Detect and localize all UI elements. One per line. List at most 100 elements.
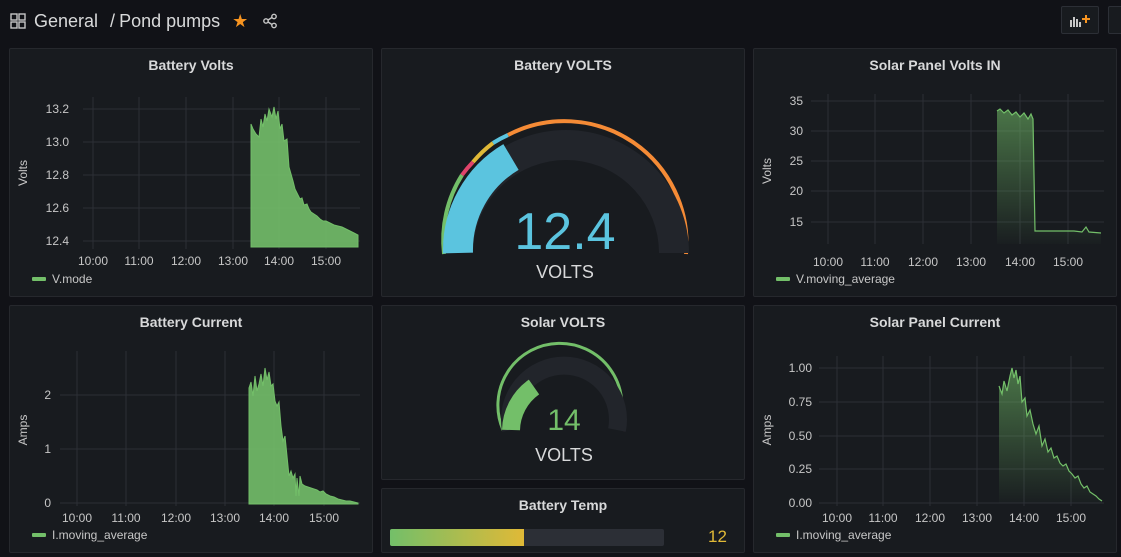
legend-label: V.moving_average xyxy=(796,272,895,286)
solar-panel-volts-chart: 35 30 25 20 15 Volts 10:00 11:00 12:00 1… xyxy=(760,94,1104,269)
gauge-value-arc xyxy=(442,144,520,254)
add-panel-button[interactable] xyxy=(1061,6,1099,34)
legend-item[interactable]: I.moving_average xyxy=(32,528,147,542)
add-panel-icon xyxy=(1070,15,1090,27)
y-axis-label: Amps xyxy=(760,415,774,446)
y-tick: 0 xyxy=(44,496,51,510)
solar-panel-volts-series xyxy=(996,108,1102,234)
x-tick: 13:00 xyxy=(218,254,248,268)
solar-panel-volts-panel: Solar Panel Volts IN 35 30 25 20 15 Volt… xyxy=(753,48,1117,297)
breadcrumb-folder[interactable]: General xyxy=(34,10,99,31)
legend-swatch xyxy=(776,277,790,281)
breadcrumb: General / Pond pumps ★ xyxy=(10,8,278,34)
y-tick: 20 xyxy=(790,184,804,198)
x-tick: 13:00 xyxy=(956,255,986,269)
legend-label: I.moving_average xyxy=(52,528,148,542)
dashboard-header: General / Pond pumps ★ xyxy=(0,0,1121,44)
x-tick: 11:00 xyxy=(860,255,889,269)
y-tick: 2 xyxy=(44,388,51,402)
solar-panel-current-panel: Solar Panel Current 1.00 0.75 0.50 0.25 … xyxy=(753,305,1117,553)
legend-swatch xyxy=(32,277,46,281)
threshold-band-red xyxy=(460,160,475,177)
x-tick: 12:00 xyxy=(171,254,201,268)
battery-volts-gauge: 12.4 VOLTS xyxy=(441,119,689,282)
legend-swatch xyxy=(32,533,46,537)
solar-panel-current-series xyxy=(998,367,1103,502)
gauge-value: 12.4 xyxy=(514,203,615,261)
y-tick: 12.8 xyxy=(46,168,70,182)
panel-title: Battery Current xyxy=(139,314,243,330)
battery-temp-value: 12 xyxy=(708,527,727,546)
x-tick: 13:00 xyxy=(962,511,992,525)
y-tick: 25 xyxy=(790,154,804,168)
x-tick: 14:00 xyxy=(1005,255,1035,269)
y-tick: 0.00 xyxy=(789,496,813,510)
dashboard-grid-icon xyxy=(10,13,26,29)
solar-panel-current-chart: 1.00 0.75 0.50 0.25 0.00 Amps 10:00 11:0… xyxy=(760,356,1104,525)
battery-current-chart: 2 1 0 Amps 10:00 11:00 12:00 13:00 14:00… xyxy=(16,351,360,525)
panel-title: Solar Panel Volts IN xyxy=(869,57,1001,73)
x-tick: 10:00 xyxy=(78,254,108,268)
solar-panel-current-area xyxy=(999,368,1102,503)
y-tick: 12.6 xyxy=(46,201,70,215)
y-axis-label: Volts xyxy=(16,160,30,186)
y-tick: 12.4 xyxy=(46,234,70,248)
battery-current-series xyxy=(248,367,359,505)
x-tick: 15:00 xyxy=(311,254,341,268)
y-tick: 0.75 xyxy=(789,395,813,409)
x-tick: 14:00 xyxy=(259,511,289,525)
panel-title: Battery Temp xyxy=(518,497,608,513)
y-tick: 0.25 xyxy=(789,462,813,476)
x-tick: 10:00 xyxy=(62,511,92,525)
y-tick: 1 xyxy=(44,442,51,456)
y-tick: 1.00 xyxy=(789,361,813,375)
gauge-value: 14 xyxy=(547,404,580,437)
y-tick: 15 xyxy=(790,215,804,229)
gauge-value-arc xyxy=(502,379,540,431)
y-tick: 0.50 xyxy=(789,429,813,443)
breadcrumb-dashboard-title[interactable]: Pond pumps xyxy=(119,10,221,31)
x-tick: 11:00 xyxy=(868,511,897,525)
battery-volts-chart: 13.2 13.0 12.8 12.6 12.4 Volts 10:00 11:… xyxy=(16,97,360,268)
panel-title: Solar Panel Current xyxy=(869,314,1001,330)
x-tick: 12:00 xyxy=(161,511,191,525)
x-tick: 12:00 xyxy=(915,511,945,525)
x-tick: 15:00 xyxy=(309,511,339,525)
legend-item[interactable]: V.moving_average xyxy=(776,272,895,286)
share-icon[interactable] xyxy=(262,13,278,29)
threshold-band-blue xyxy=(491,133,509,145)
legend-label: V.mode xyxy=(52,272,93,286)
battery-volts-gauge-panel: Battery VOLTS 12.4 VOLTS xyxy=(381,48,745,297)
threshold-band-orange xyxy=(507,119,689,255)
battery-temp-panel: Battery Temp 12 xyxy=(381,488,745,553)
x-tick: 10:00 xyxy=(822,511,852,525)
panel-title: Solar VOLTS xyxy=(520,314,606,330)
x-tick: 14:00 xyxy=(264,254,294,268)
legend-item[interactable]: I.moving_average xyxy=(776,528,891,542)
x-tick: 11:00 xyxy=(124,254,153,268)
x-tick: 14:00 xyxy=(1009,511,1039,525)
x-tick: 12:00 xyxy=(908,255,938,269)
y-axis-label: Volts xyxy=(760,158,774,184)
panel-title: Battery Volts xyxy=(148,57,234,73)
y-tick: 35 xyxy=(790,94,804,108)
y-tick: 13.2 xyxy=(46,102,70,116)
x-tick: 10:00 xyxy=(813,255,843,269)
legend-label: I.moving_average xyxy=(796,528,892,542)
save-dashboard-button[interactable] xyxy=(1108,6,1121,34)
solar-volts-gauge: 14 VOLTS xyxy=(496,341,627,465)
star-icon[interactable]: ★ xyxy=(232,10,249,31)
threshold-band-yellow xyxy=(471,141,495,164)
x-tick: 15:00 xyxy=(1056,511,1086,525)
battery-temp-bar-fill xyxy=(390,529,525,546)
solar-volts-gauge-panel: Solar VOLTS 14 VOLTS xyxy=(381,305,745,480)
breadcrumb-separator: / xyxy=(110,10,116,31)
battery-current-panel: Battery Current 2 1 0 Amps 10:00 11:00 1… xyxy=(9,305,373,553)
gauge-unit: VOLTS xyxy=(535,445,593,465)
x-tick: 11:00 xyxy=(111,511,140,525)
legend-item[interactable]: V.mode xyxy=(32,272,92,286)
y-tick: 13.0 xyxy=(46,135,70,149)
x-tick: 15:00 xyxy=(1053,255,1083,269)
battery-volts-series xyxy=(250,106,359,248)
legend-swatch xyxy=(776,533,790,537)
